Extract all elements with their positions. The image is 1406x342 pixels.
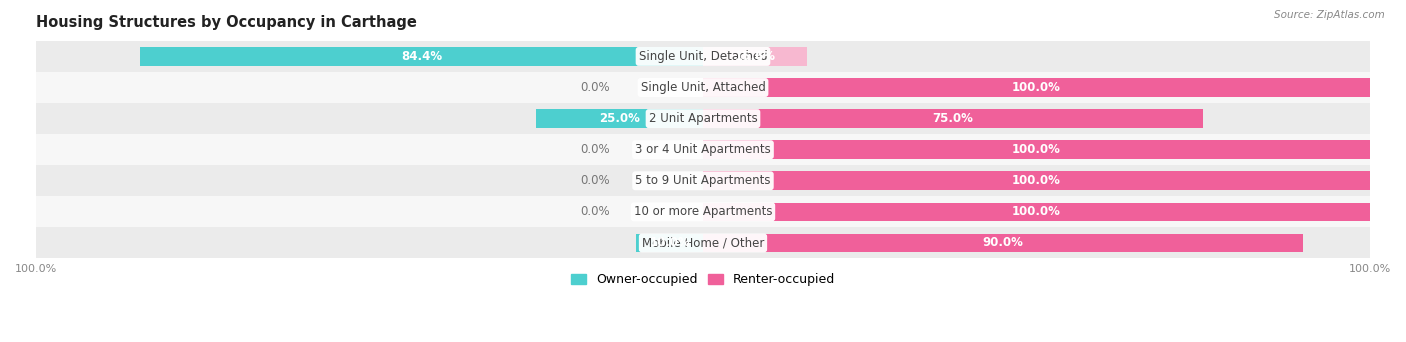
Text: 0.0%: 0.0%: [581, 174, 610, 187]
Bar: [37, 196, 1369, 227]
Text: 2 Unit Apartments: 2 Unit Apartments: [648, 112, 758, 125]
Text: 0.0%: 0.0%: [581, 205, 610, 218]
Bar: [703, 140, 1369, 159]
Bar: [37, 72, 1369, 103]
Text: 100.0%: 100.0%: [1012, 174, 1062, 187]
Text: Mobile Home / Other: Mobile Home / Other: [641, 236, 765, 249]
Bar: [637, 234, 703, 252]
Bar: [37, 227, 1369, 259]
Text: Source: ZipAtlas.com: Source: ZipAtlas.com: [1274, 10, 1385, 20]
Bar: [141, 47, 703, 66]
Text: 10.0%: 10.0%: [650, 236, 690, 249]
Text: Single Unit, Detached: Single Unit, Detached: [638, 50, 768, 63]
Bar: [37, 165, 1369, 196]
Bar: [703, 171, 1369, 190]
Bar: [37, 103, 1369, 134]
Bar: [703, 47, 807, 66]
Text: 100.0%: 100.0%: [1012, 81, 1062, 94]
Bar: [703, 109, 1204, 128]
Text: 15.6%: 15.6%: [734, 50, 776, 63]
Legend: Owner-occupied, Renter-occupied: Owner-occupied, Renter-occupied: [567, 268, 839, 291]
Text: 10 or more Apartments: 10 or more Apartments: [634, 205, 772, 218]
Text: 100.0%: 100.0%: [1012, 205, 1062, 218]
Text: 90.0%: 90.0%: [983, 236, 1024, 249]
Bar: [37, 41, 1369, 72]
Bar: [37, 134, 1369, 165]
Text: 0.0%: 0.0%: [581, 143, 610, 156]
Text: 100.0%: 100.0%: [1012, 143, 1062, 156]
Text: 25.0%: 25.0%: [599, 112, 640, 125]
Text: 84.4%: 84.4%: [401, 50, 441, 63]
Text: Single Unit, Attached: Single Unit, Attached: [641, 81, 765, 94]
Text: 3 or 4 Unit Apartments: 3 or 4 Unit Apartments: [636, 143, 770, 156]
Text: 0.0%: 0.0%: [581, 81, 610, 94]
Bar: [536, 109, 703, 128]
Text: 75.0%: 75.0%: [932, 112, 973, 125]
Text: Housing Structures by Occupancy in Carthage: Housing Structures by Occupancy in Carth…: [37, 15, 418, 30]
Bar: [703, 234, 1303, 252]
Text: 5 to 9 Unit Apartments: 5 to 9 Unit Apartments: [636, 174, 770, 187]
Bar: [703, 78, 1369, 97]
Bar: [703, 202, 1369, 221]
